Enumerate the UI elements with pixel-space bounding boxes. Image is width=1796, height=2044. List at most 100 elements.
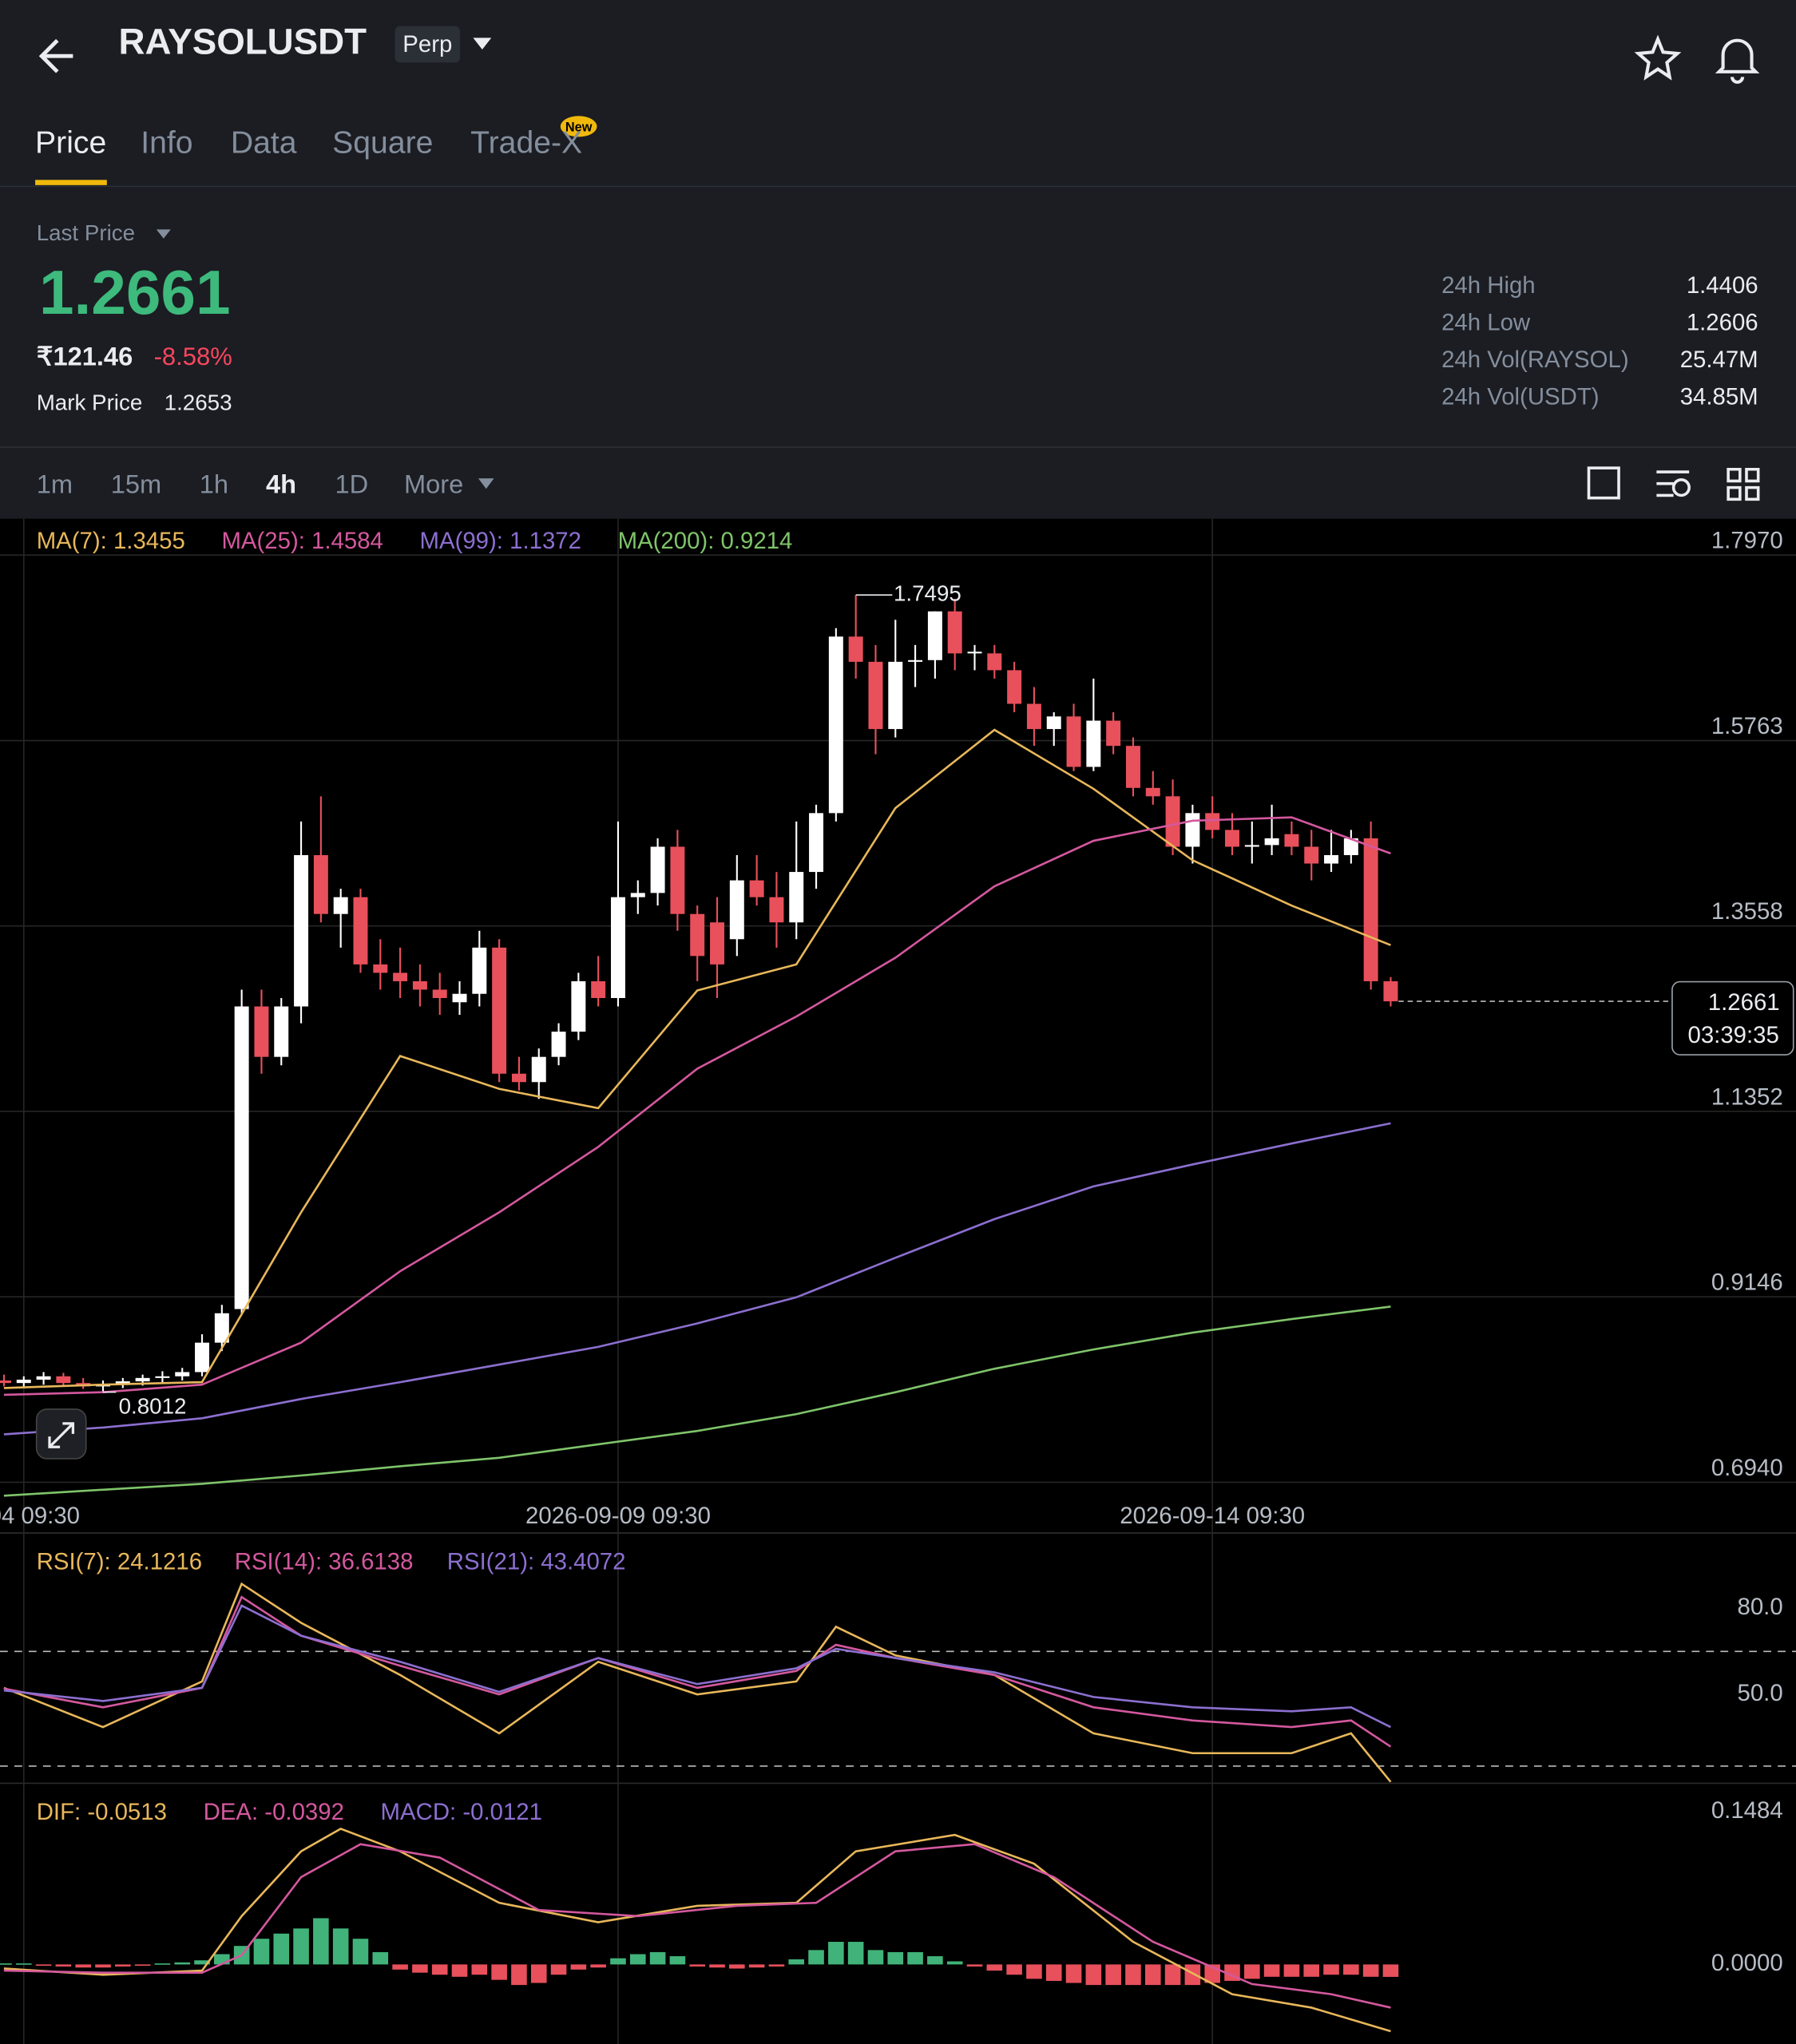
candle-body xyxy=(36,1376,51,1380)
more-dropdown[interactable] xyxy=(478,478,494,489)
candle-body xyxy=(511,1073,526,1083)
macd-bar xyxy=(35,1964,52,1966)
candle-body xyxy=(1324,855,1339,864)
candle-body xyxy=(16,1379,31,1384)
last-price-value: 1.2661 xyxy=(1708,989,1780,1016)
macd-bar xyxy=(768,1964,785,1967)
tab[interactable]: Trade-X xyxy=(470,126,582,160)
indicator-line xyxy=(3,1843,1391,2009)
macd-bar xyxy=(1184,1964,1201,1986)
timeframe[interactable]: 15m xyxy=(111,469,161,499)
layout-button[interactable] xyxy=(1727,467,1760,501)
candle-body xyxy=(234,1006,249,1309)
x-tick-label: 2026-09-09 09:30 xyxy=(525,1503,711,1529)
active-tab-indicator xyxy=(35,180,107,185)
candle-body xyxy=(1363,838,1378,981)
high-label: 1.7495 xyxy=(894,581,961,606)
symbol-dropdown[interactable] xyxy=(473,38,492,50)
macd-bar xyxy=(1244,1964,1260,1979)
macd-bar xyxy=(788,1959,805,1965)
new-badge-bg xyxy=(560,116,597,137)
candle-body xyxy=(1125,746,1140,788)
macd-bar xyxy=(412,1964,428,1973)
candle-body xyxy=(214,1313,229,1343)
macd-bar xyxy=(946,1961,963,1965)
indicator-line xyxy=(3,1604,1392,1729)
stat-label: 24h Low xyxy=(1441,309,1531,335)
indicator-line xyxy=(3,1305,1391,1497)
tab[interactable]: Price xyxy=(35,126,106,160)
indicator-line xyxy=(3,728,1391,1389)
indicator-button[interactable] xyxy=(1656,470,1690,497)
candle-body xyxy=(294,855,309,1007)
candle-body xyxy=(1284,834,1299,847)
mark-price-label: Mark Price xyxy=(37,390,143,414)
candle-body xyxy=(393,972,408,981)
tab[interactable]: Info xyxy=(141,126,192,160)
candle-body xyxy=(927,611,942,660)
candle-body xyxy=(0,1380,11,1384)
candle-body xyxy=(155,1376,170,1378)
alert-button[interactable] xyxy=(1715,38,1760,84)
candle-body xyxy=(492,947,507,1074)
price-change: -8.58% xyxy=(154,343,232,370)
macd-bar xyxy=(1045,1964,1062,1981)
candle-body xyxy=(56,1376,71,1384)
macd-bar xyxy=(709,1964,725,1968)
chart-settings-button[interactable] xyxy=(1587,466,1620,500)
timeframe[interactable]: 1m xyxy=(37,469,73,499)
tab[interactable]: Square xyxy=(332,126,433,160)
back-button[interactable] xyxy=(38,38,73,73)
macd-bar xyxy=(1382,1964,1399,1977)
timeframe[interactable]: 1D xyxy=(335,469,368,499)
tab[interactable]: Data xyxy=(231,126,297,160)
macd-bar xyxy=(1263,1964,1280,1977)
last-price-label: Last Price xyxy=(37,220,135,245)
legend-entry: DEA: -0.0392 xyxy=(204,1799,344,1825)
candle-body xyxy=(710,922,724,965)
legend-entry: MA(99): 1.1372 xyxy=(420,528,581,554)
stat-label: 24h Vol(USDT) xyxy=(1441,384,1600,410)
candle-body xyxy=(254,1006,269,1057)
favorite-button[interactable] xyxy=(1634,34,1682,81)
y-tick-label: 1.7970 xyxy=(1711,528,1783,554)
macd-bar xyxy=(392,1964,408,1970)
macd-bar xyxy=(0,1963,12,1965)
macd-bar xyxy=(1303,1964,1320,1977)
macd-bar xyxy=(194,1960,210,1965)
candle-body xyxy=(630,893,645,897)
legend-entry: MA(200): 0.9214 xyxy=(618,528,793,554)
macd-bar xyxy=(134,1964,151,1966)
candle-body xyxy=(947,611,962,654)
indicator-line xyxy=(3,816,1391,1396)
y-tick-label: 50.0 xyxy=(1738,1680,1783,1706)
stat-label: 24h Vol(RAYSOL) xyxy=(1441,347,1629,373)
y-tick-label: 1.1352 xyxy=(1711,1083,1783,1110)
candle-body xyxy=(967,652,982,654)
timeframe[interactable]: 4h xyxy=(266,469,296,499)
candle-body xyxy=(175,1372,190,1377)
timeframe[interactable]: 1h xyxy=(200,469,228,499)
symbol-title: RAYSOLUSDT xyxy=(119,22,367,62)
price-type-dropdown[interactable] xyxy=(156,229,171,239)
macd-bar xyxy=(1283,1964,1300,1977)
macd-bar xyxy=(530,1964,547,1983)
macd-bar xyxy=(1164,1964,1181,1986)
candle-body xyxy=(333,897,348,914)
macd-bar xyxy=(431,1964,448,1975)
candle-body xyxy=(274,1006,289,1057)
timeframe[interactable]: More xyxy=(404,469,463,499)
macd-bar xyxy=(15,1963,32,1965)
candle-body xyxy=(1185,813,1200,847)
badge-bg xyxy=(394,26,461,63)
macd-bar xyxy=(689,1964,705,1967)
macd-bar xyxy=(550,1964,567,1975)
indicator-line xyxy=(3,1828,1391,2033)
candle-body xyxy=(1066,716,1081,767)
macd-bar xyxy=(748,1964,765,1968)
macd-bar xyxy=(649,1951,666,1965)
candle-body xyxy=(373,964,388,973)
candle-body xyxy=(412,980,427,990)
macd-bar xyxy=(828,1942,844,1965)
indicator-icon xyxy=(1671,478,1691,497)
